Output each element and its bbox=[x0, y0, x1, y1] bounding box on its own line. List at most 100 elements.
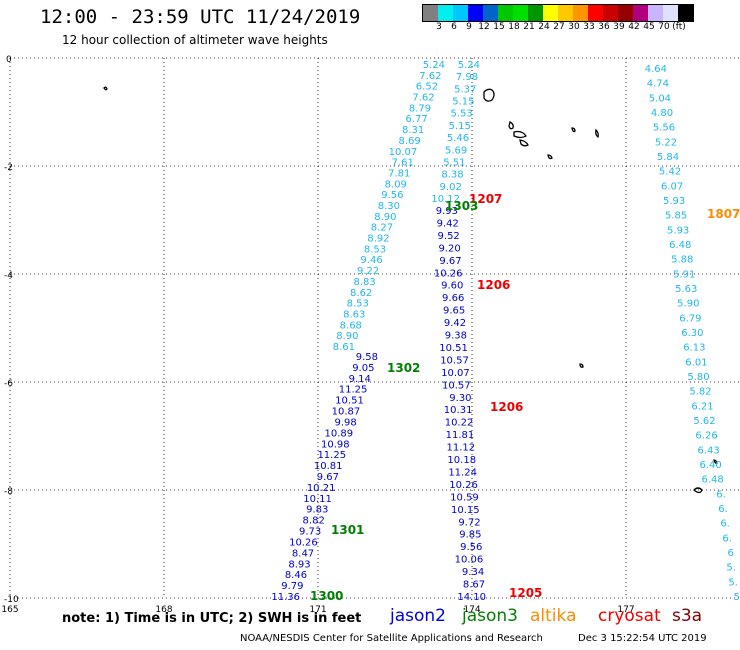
track-value: 5.24 bbox=[423, 60, 445, 71]
track-value: 8.79 bbox=[409, 103, 431, 114]
track-value: 10.81 bbox=[314, 461, 343, 472]
y-tick-label: 0 bbox=[6, 55, 12, 65]
track-value: 6.13 bbox=[683, 343, 705, 354]
pass-label: 1205 bbox=[509, 586, 542, 600]
track-value: 10.06 bbox=[455, 555, 484, 566]
track-value: 10.31 bbox=[444, 405, 473, 416]
pass-label: 1807 bbox=[707, 207, 740, 221]
scale-swatch bbox=[663, 5, 678, 21]
track-value: 5.82 bbox=[689, 387, 711, 398]
track-value: 9.83 bbox=[306, 505, 328, 516]
track-value: 5.80 bbox=[687, 372, 709, 383]
track-value: 9.72 bbox=[458, 517, 480, 528]
track-value: 10.57 bbox=[440, 355, 469, 366]
wave-height-tracks: 5.247.626.527.628.796.778.318.6910.077.6… bbox=[271, 60, 740, 603]
track-value: 5. bbox=[726, 563, 736, 574]
track-value: 10.26 bbox=[289, 537, 318, 548]
credit-text: NOAA/NESDIS Center for Satellite Applica… bbox=[240, 633, 543, 644]
y-tick-label: -8 bbox=[4, 487, 13, 497]
track-value: 9.30 bbox=[449, 393, 471, 404]
track-value: 6. bbox=[722, 533, 732, 544]
track-value: 5.63 bbox=[675, 284, 697, 295]
track-value: 8.46 bbox=[285, 570, 307, 581]
track-value: 5.62 bbox=[693, 416, 715, 427]
track-value: 6.79 bbox=[679, 313, 701, 324]
track-value: 10.22 bbox=[445, 418, 474, 429]
track-value: 10.21 bbox=[307, 483, 336, 494]
track-value: 9.85 bbox=[459, 530, 481, 541]
track-value: 5.37 bbox=[454, 84, 476, 95]
track-value: 6. bbox=[716, 489, 726, 500]
scale-swatch bbox=[483, 5, 498, 21]
scale-swatch bbox=[618, 5, 633, 21]
track-value: 9.56 bbox=[381, 190, 403, 201]
track-value: 8.38 bbox=[441, 170, 463, 181]
track-value: 10.51 bbox=[335, 396, 364, 407]
track-value: 5.85 bbox=[665, 211, 687, 222]
island-outline bbox=[513, 130, 527, 139]
track-value: 7.62 bbox=[412, 93, 434, 104]
track-value: 5.56 bbox=[653, 123, 675, 134]
track-value: 8.93 bbox=[288, 559, 310, 570]
track-value: 9.65 bbox=[443, 306, 465, 317]
track-value: 10.18 bbox=[447, 455, 476, 466]
y-tick-label: -4 bbox=[4, 271, 13, 281]
track-value: 9.22 bbox=[357, 266, 379, 277]
track-value: 4.80 bbox=[651, 108, 673, 119]
track-value: 6 bbox=[728, 548, 734, 559]
pass-label: 1303 bbox=[445, 199, 478, 213]
track-value: 9.73 bbox=[299, 527, 321, 538]
scale-label: 15 bbox=[493, 22, 505, 32]
scale-label: 42 bbox=[628, 22, 640, 32]
scale-swatch bbox=[453, 5, 468, 21]
axis-tick-labels: 165 168 171 174 177 0 -2 -4 -6 -8 -10 bbox=[1, 55, 634, 615]
x-tick-label: 171 bbox=[309, 605, 326, 615]
track-value: 5.91 bbox=[673, 269, 695, 280]
track-value: 7.62 bbox=[419, 71, 441, 82]
track-value: 5.15 bbox=[449, 121, 471, 132]
island-outline bbox=[571, 127, 576, 133]
track-value: 6.07 bbox=[661, 181, 683, 192]
track-value: 9.52 bbox=[438, 231, 460, 242]
scale-swatch bbox=[603, 5, 618, 21]
track-value: 10.11 bbox=[303, 494, 332, 505]
track-value: 5.51 bbox=[443, 157, 465, 168]
track-value: 6.01 bbox=[685, 357, 707, 368]
track-value: 11.24 bbox=[448, 467, 477, 478]
x-tick-label: 177 bbox=[617, 605, 634, 615]
track-value: 5.15 bbox=[452, 97, 474, 108]
track-value: 11.36 bbox=[271, 592, 300, 603]
track-value: 8.68 bbox=[340, 320, 362, 331]
island-outline bbox=[693, 487, 703, 494]
track-value: 6.26 bbox=[695, 431, 717, 442]
island-outline bbox=[103, 86, 108, 91]
track-value: 5 bbox=[734, 592, 740, 603]
track-value: 9.20 bbox=[438, 243, 460, 254]
track-value: 10.12 bbox=[431, 194, 460, 205]
track-value: 6.43 bbox=[697, 445, 719, 456]
track-value: 8.47 bbox=[292, 548, 314, 559]
track-value: 10.07 bbox=[441, 368, 470, 379]
pass-label: 1300 bbox=[310, 589, 343, 603]
track-value: 9.38 bbox=[445, 331, 467, 342]
track-value: 7.98 bbox=[456, 72, 478, 83]
track-value: 8.90 bbox=[336, 331, 358, 342]
map-grid bbox=[9, 57, 740, 599]
track-value: 5.46 bbox=[447, 133, 469, 144]
track-value: 5.88 bbox=[671, 255, 693, 266]
track-value: 6.48 bbox=[669, 240, 691, 251]
scale-label: 24 bbox=[538, 22, 550, 32]
island-outline bbox=[595, 128, 599, 139]
track-value: 4.64 bbox=[645, 64, 667, 75]
track-value: 6.40 bbox=[699, 460, 721, 471]
track-value: 5.69 bbox=[445, 145, 467, 156]
island-outline bbox=[579, 363, 584, 368]
track-value: 10.59 bbox=[450, 492, 479, 503]
y-tick-label: -6 bbox=[4, 379, 13, 389]
scale-label: 9 bbox=[466, 22, 472, 32]
pass-label: 1207 bbox=[469, 192, 502, 206]
x-tick-label: 174 bbox=[463, 605, 480, 615]
track-value: 9.42 bbox=[444, 318, 466, 329]
